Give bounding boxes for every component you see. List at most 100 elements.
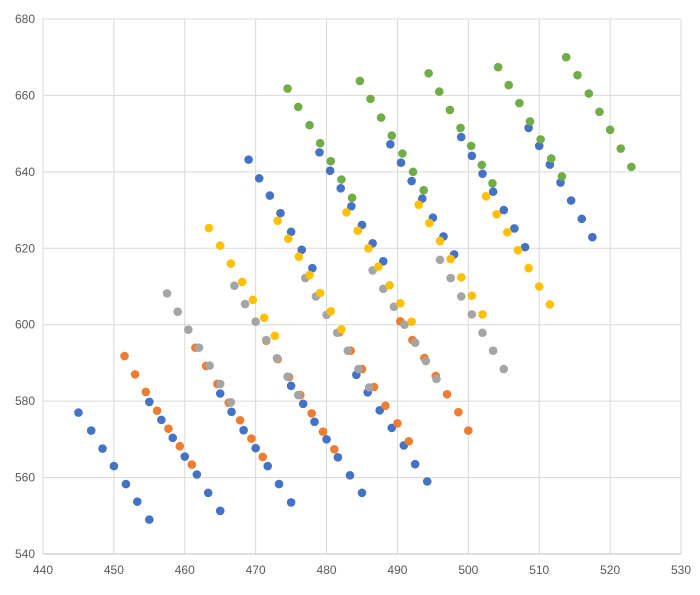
data-point <box>454 407 463 417</box>
data-point <box>273 216 282 226</box>
x-tick-label: 520 <box>600 563 620 577</box>
data-point <box>396 158 406 167</box>
data-point <box>173 307 182 317</box>
data-point <box>446 254 455 264</box>
data-point <box>513 245 523 255</box>
data-point <box>456 123 465 133</box>
y-tick-label: 600 <box>15 318 35 332</box>
data-point <box>456 292 466 301</box>
data-point <box>235 415 245 425</box>
data-point <box>588 232 597 242</box>
y-tick-label: 560 <box>15 471 35 485</box>
data-point <box>322 435 331 444</box>
data-point <box>366 94 375 104</box>
data-point <box>534 282 544 291</box>
x-tick-label: 460 <box>175 563 195 577</box>
x-tick-label: 490 <box>387 563 407 577</box>
data-point <box>445 105 455 115</box>
data-point <box>294 252 304 261</box>
data-point <box>566 196 576 205</box>
data-point <box>152 406 162 415</box>
data-point <box>330 444 339 454</box>
data-point <box>561 52 571 62</box>
data-point <box>408 167 418 177</box>
data-point <box>145 515 154 524</box>
data-point <box>524 123 533 133</box>
data-point <box>378 284 388 294</box>
data-point <box>510 224 519 233</box>
data-point <box>355 76 365 86</box>
data-point <box>446 273 455 283</box>
data-point <box>424 68 433 78</box>
y-tick-label: 680 <box>15 12 35 26</box>
y-tick-label: 540 <box>15 547 35 561</box>
data-point <box>215 506 225 516</box>
data-point <box>478 328 487 338</box>
data-point <box>435 255 445 265</box>
data-point <box>395 299 405 308</box>
data-point <box>157 415 166 425</box>
x-axis-tick-labels: 440 450 460 470 480 490 500 510 520 530 <box>33 563 691 577</box>
data-point <box>215 379 225 389</box>
data-point <box>577 214 587 224</box>
data-point <box>286 498 296 507</box>
data-point <box>305 270 314 280</box>
data-point <box>336 183 346 193</box>
data-point <box>393 419 402 428</box>
data-point <box>247 434 256 443</box>
data-point <box>286 381 296 391</box>
data-point <box>347 193 357 203</box>
data-point <box>442 389 452 399</box>
data-point <box>434 87 444 96</box>
data-point <box>263 461 273 471</box>
x-tick-label: 450 <box>104 563 124 577</box>
data-point <box>386 140 395 149</box>
data-point <box>258 452 268 462</box>
data-point <box>488 346 498 356</box>
x-tick-label: 480 <box>317 563 337 577</box>
data-point <box>404 436 414 446</box>
data-point <box>534 141 544 151</box>
data-point <box>205 361 214 370</box>
data-point <box>499 364 509 374</box>
data-point <box>315 148 324 157</box>
data-point <box>251 317 260 326</box>
data-point <box>478 310 487 319</box>
data-point <box>389 302 399 312</box>
data-point <box>272 354 282 363</box>
x-tick-label: 440 <box>33 563 53 577</box>
data-point <box>315 288 325 298</box>
data-point <box>347 201 356 211</box>
data-point <box>132 497 142 506</box>
data-point <box>145 397 154 407</box>
x-tick-label: 510 <box>529 563 549 577</box>
data-point <box>265 191 275 200</box>
data-point <box>524 263 533 273</box>
data-point <box>410 459 420 469</box>
data-point <box>121 479 131 489</box>
data-point <box>557 172 567 181</box>
data-point <box>381 401 390 411</box>
data-point <box>86 426 96 435</box>
data-point <box>254 174 264 183</box>
data-point <box>503 227 512 237</box>
data-point <box>456 273 466 282</box>
data-point <box>337 325 346 334</box>
data-point <box>333 453 343 462</box>
data-point <box>74 408 83 417</box>
data-point <box>315 138 325 148</box>
data-point <box>419 185 428 195</box>
data-point <box>481 192 491 201</box>
data-point <box>573 70 582 80</box>
data-point <box>515 98 524 108</box>
data-point <box>240 299 250 309</box>
data-point <box>162 289 172 298</box>
data-point <box>467 151 477 161</box>
data-point <box>293 102 303 112</box>
data-point <box>239 425 248 435</box>
data-point <box>297 245 307 255</box>
y-tick-label: 660 <box>15 88 35 102</box>
data-point <box>536 135 545 144</box>
data-point <box>164 424 173 433</box>
